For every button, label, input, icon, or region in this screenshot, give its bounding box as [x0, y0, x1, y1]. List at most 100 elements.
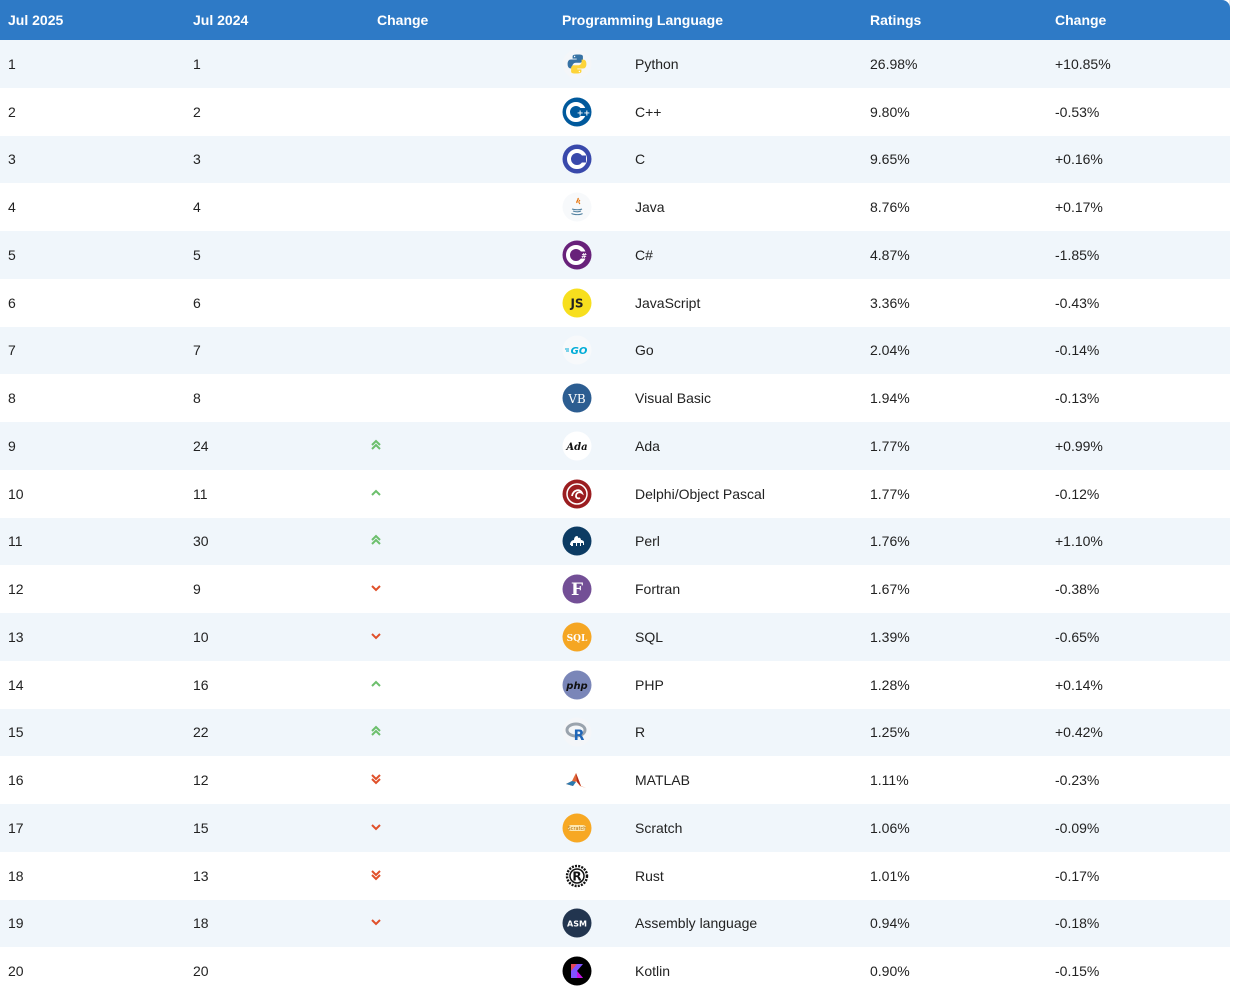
- language-logo-cell: JS: [562, 278, 635, 327]
- rating-change: -0.13%: [1055, 374, 1230, 422]
- svg-text:SQL: SQL: [567, 634, 588, 644]
- rating-change: -0.14%: [1055, 326, 1230, 375]
- language-logo-cell: Scratch: [562, 804, 635, 852]
- language-name[interactable]: SQL: [635, 613, 870, 661]
- svg-text:#: #: [581, 252, 587, 260]
- kotlin-icon: [562, 956, 592, 986]
- language-logo-cell: ASM: [562, 899, 635, 948]
- trend-cell: [370, 804, 562, 852]
- rating-value: 26.98%: [870, 40, 1055, 88]
- language-logo-cell: [562, 135, 635, 184]
- trend-cell: [370, 374, 562, 422]
- cplusplus-icon: ++: [562, 97, 592, 127]
- language-name[interactable]: Rust: [635, 851, 870, 900]
- table-row: 14 16 php PHP 1.28% +0.14%: [0, 660, 1230, 709]
- rank-2024: 18: [185, 899, 370, 948]
- table-row: 17 15 Scratch Scratch 1.06% -0.09%: [0, 804, 1230, 852]
- rating-change: -0.17%: [1055, 851, 1230, 900]
- language-name[interactable]: Python: [635, 40, 870, 88]
- trend-cell: [370, 469, 562, 518]
- rank-2025: 18: [0, 851, 185, 900]
- rating-value: 1.06%: [870, 804, 1055, 852]
- rating-change: +0.42%: [1055, 708, 1230, 757]
- header-programming-language[interactable]: Programming Language: [562, 0, 870, 40]
- table-row: 3 3 C 9.65% +0.16%: [0, 135, 1230, 184]
- rank-2024: 2: [185, 87, 370, 136]
- language-name[interactable]: C#: [635, 231, 870, 279]
- scratch-icon: Scratch: [562, 813, 592, 843]
- language-name[interactable]: Ada: [635, 422, 870, 470]
- ada-icon: Ada: [562, 431, 592, 461]
- rating-value: 4.87%: [870, 231, 1055, 279]
- language-name[interactable]: MATLAB: [635, 756, 870, 804]
- table-row: 4 4 Java 8.76% +0.17%: [0, 183, 1230, 231]
- svg-text:VB: VB: [567, 392, 586, 406]
- language-name[interactable]: Go: [635, 326, 870, 375]
- table-row: 1 1 Python 26.98% +10.85%: [0, 40, 1230, 88]
- language-name[interactable]: Kotlin: [635, 947, 870, 995]
- language-name[interactable]: Assembly language: [635, 899, 870, 948]
- table-row: 10 11 Delphi/Object Pascal 1.77% -0.12%: [0, 469, 1230, 518]
- svg-text:F: F: [571, 580, 583, 600]
- rank-2024: 1: [185, 40, 370, 88]
- language-name[interactable]: PHP: [635, 660, 870, 709]
- header-ratings-change[interactable]: Change: [1055, 0, 1230, 40]
- trend-cell: [370, 231, 562, 279]
- php-icon: php: [562, 670, 592, 700]
- trend-cell: [370, 613, 562, 661]
- header-ratings[interactable]: Ratings: [870, 0, 1055, 40]
- table-row: 15 22 R R 1.25% +0.42%: [0, 708, 1230, 757]
- arrow-down-icon: [370, 582, 382, 594]
- language-name[interactable]: Fortran: [635, 565, 870, 613]
- rank-2025: 6: [0, 278, 185, 327]
- double-arrow-up-icon: [370, 725, 382, 737]
- language-logo-cell: [562, 40, 635, 88]
- delphi-icon: [562, 479, 592, 509]
- language-name[interactable]: Perl: [635, 517, 870, 566]
- table-header-row: Jul 2025 Jul 2024 Change Programming Lan…: [0, 0, 1230, 40]
- language-name[interactable]: Delphi/Object Pascal: [635, 469, 870, 518]
- table-row: 13 10 SQL SQL 1.39% -0.65%: [0, 613, 1230, 661]
- header-jul2024[interactable]: Jul 2024: [185, 0, 370, 40]
- svg-text:ASM: ASM: [567, 920, 587, 929]
- table-row: 12 9 F Fortran 1.67% -0.38%: [0, 565, 1230, 613]
- rating-change: +0.16%: [1055, 135, 1230, 184]
- rank-2025: 5: [0, 231, 185, 279]
- trend-cell: [370, 87, 562, 136]
- language-name[interactable]: Java: [635, 183, 870, 231]
- rating-value: 2.04%: [870, 326, 1055, 375]
- table-row: 9 24 Ada Ada 1.77% +0.99%: [0, 422, 1230, 470]
- language-logo-cell: [562, 183, 635, 231]
- language-name[interactable]: R: [635, 708, 870, 757]
- language-name[interactable]: C++: [635, 87, 870, 136]
- trend-cell: [370, 40, 562, 88]
- header-change[interactable]: Change: [370, 0, 562, 40]
- language-logo-cell: GO: [562, 326, 635, 375]
- rank-2024: 7: [185, 326, 370, 375]
- rating-change: -0.15%: [1055, 947, 1230, 995]
- rank-2025: 1: [0, 40, 185, 88]
- rating-value: 8.76%: [870, 183, 1055, 231]
- rank-2025: 17: [0, 804, 185, 852]
- language-name[interactable]: Visual Basic: [635, 374, 870, 422]
- rank-2025: 14: [0, 660, 185, 709]
- rating-value: 3.36%: [870, 278, 1055, 327]
- trend-cell: [370, 135, 562, 184]
- rank-2025: 13: [0, 613, 185, 661]
- language-name[interactable]: JavaScript: [635, 278, 870, 327]
- trend-cell: [370, 851, 562, 900]
- rank-2024: 11: [185, 469, 370, 518]
- rank-2025: 20: [0, 947, 185, 995]
- rank-2024: 16: [185, 660, 370, 709]
- rating-change: +10.85%: [1055, 40, 1230, 88]
- rating-value: 1.67%: [870, 565, 1055, 613]
- language-name[interactable]: Scratch: [635, 804, 870, 852]
- rating-change: -0.09%: [1055, 804, 1230, 852]
- header-jul2025[interactable]: Jul 2025: [0, 0, 185, 40]
- trend-cell: [370, 326, 562, 375]
- double-arrow-up-icon: [370, 534, 382, 546]
- rating-change: -0.65%: [1055, 613, 1230, 661]
- svg-text:Ada: Ada: [565, 442, 587, 453]
- rank-2024: 12: [185, 756, 370, 804]
- language-name[interactable]: C: [635, 135, 870, 184]
